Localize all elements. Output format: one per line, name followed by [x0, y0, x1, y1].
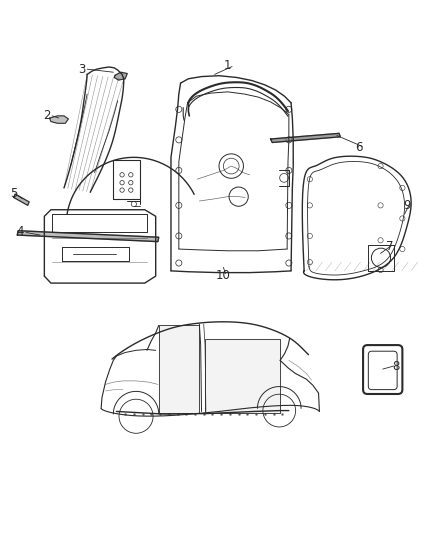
Polygon shape: [205, 338, 280, 413]
Polygon shape: [49, 116, 68, 123]
Text: 3: 3: [78, 63, 85, 76]
Polygon shape: [271, 133, 340, 142]
Text: 5: 5: [10, 187, 18, 200]
Text: 1: 1: [224, 59, 231, 72]
Polygon shape: [14, 194, 29, 205]
Text: 6: 6: [355, 141, 363, 154]
Text: 9: 9: [403, 199, 410, 212]
Text: 2: 2: [43, 109, 50, 123]
Polygon shape: [17, 231, 159, 241]
Text: 4: 4: [17, 225, 24, 238]
Polygon shape: [159, 326, 199, 413]
Polygon shape: [114, 72, 127, 80]
Text: 10: 10: [216, 269, 231, 282]
Text: 8: 8: [392, 360, 399, 374]
FancyBboxPatch shape: [363, 345, 403, 394]
Text: 7: 7: [385, 240, 393, 253]
FancyBboxPatch shape: [368, 351, 397, 390]
